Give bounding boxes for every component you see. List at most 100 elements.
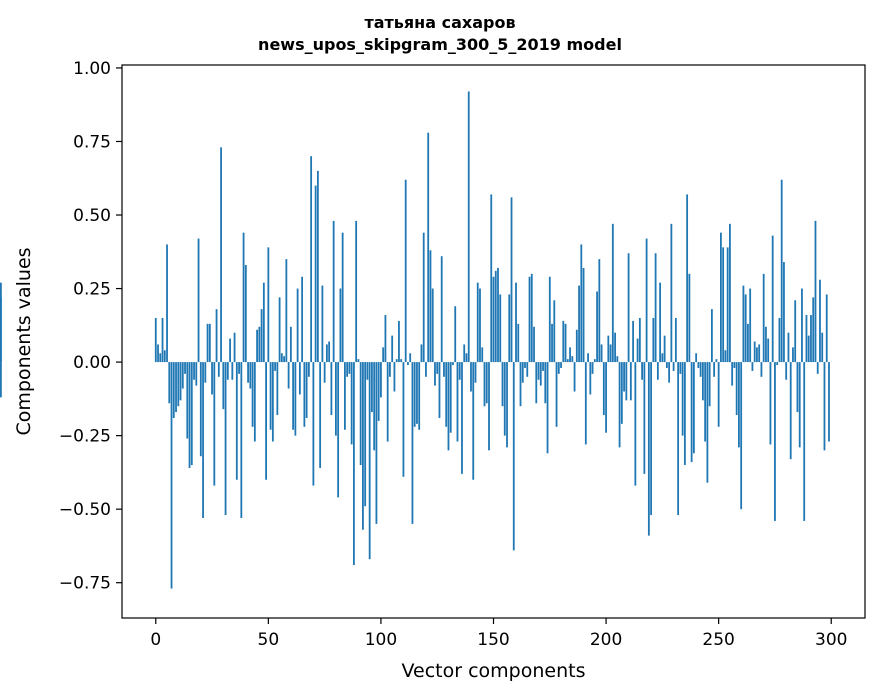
bar bbox=[560, 362, 562, 368]
bar bbox=[807, 335, 810, 363]
bar bbox=[350, 362, 353, 445]
bar bbox=[774, 362, 776, 521]
y-tick-label: 0.75 bbox=[73, 132, 111, 152]
bar bbox=[593, 359, 596, 363]
bar bbox=[717, 362, 720, 427]
bar bbox=[359, 362, 362, 466]
bar bbox=[267, 247, 270, 363]
x-tick-label: 150 bbox=[477, 630, 509, 650]
bar bbox=[620, 362, 623, 424]
bar bbox=[154, 317, 157, 363]
bar bbox=[454, 306, 457, 363]
bar bbox=[465, 353, 468, 363]
bar bbox=[564, 323, 567, 363]
bar bbox=[679, 362, 682, 374]
bar bbox=[231, 362, 234, 380]
bar bbox=[429, 250, 432, 363]
bar bbox=[803, 362, 806, 521]
bar bbox=[614, 332, 616, 363]
bar bbox=[578, 285, 580, 363]
bar bbox=[611, 223, 614, 363]
bar bbox=[213, 362, 216, 486]
bar bbox=[724, 350, 727, 363]
bar bbox=[584, 362, 587, 445]
bar bbox=[508, 294, 511, 363]
bar bbox=[407, 362, 409, 366]
chart-title-line-2: news_upos_skipgram_300_5_2019 model bbox=[258, 35, 622, 54]
bar bbox=[422, 232, 425, 363]
bar bbox=[449, 362, 452, 433]
bar bbox=[636, 338, 639, 363]
bar bbox=[289, 326, 292, 363]
bar bbox=[589, 362, 592, 395]
bar bbox=[733, 362, 736, 368]
bar bbox=[355, 220, 358, 363]
bar bbox=[215, 309, 218, 363]
bar bbox=[819, 279, 821, 363]
bar bbox=[377, 362, 380, 421]
bar bbox=[533, 326, 535, 363]
bar bbox=[749, 288, 752, 363]
bar bbox=[765, 326, 767, 363]
bar bbox=[296, 288, 299, 363]
bar bbox=[202, 362, 204, 518]
bar bbox=[600, 344, 603, 363]
bar bbox=[371, 362, 373, 413]
bar bbox=[542, 362, 544, 371]
bar bbox=[256, 329, 258, 363]
bar bbox=[440, 256, 443, 363]
bar bbox=[456, 362, 459, 442]
bar bbox=[656, 362, 659, 380]
bar bbox=[188, 362, 191, 468]
bar bbox=[722, 247, 725, 363]
bar bbox=[625, 362, 628, 401]
bar bbox=[778, 317, 781, 363]
y-tick-label: 1.00 bbox=[73, 59, 111, 79]
bar bbox=[463, 344, 466, 363]
bar bbox=[233, 332, 236, 363]
bars-layer bbox=[0, 91, 830, 589]
bar bbox=[447, 362, 450, 451]
bar bbox=[280, 353, 283, 363]
bar bbox=[665, 362, 668, 368]
bar bbox=[524, 362, 526, 368]
bar bbox=[515, 282, 517, 363]
bar bbox=[794, 300, 797, 363]
bar bbox=[404, 179, 407, 363]
bar bbox=[816, 362, 819, 374]
bar bbox=[814, 220, 817, 363]
bar bbox=[715, 359, 718, 363]
bar bbox=[742, 285, 745, 363]
bar bbox=[785, 362, 788, 380]
y-tick-label: −0.50 bbox=[59, 500, 111, 520]
bar bbox=[161, 317, 164, 363]
bar bbox=[292, 362, 295, 430]
bar bbox=[663, 335, 666, 363]
bar bbox=[458, 362, 461, 380]
bar bbox=[670, 223, 673, 363]
bar bbox=[643, 362, 646, 474]
bar bbox=[690, 362, 693, 463]
x-tick-label: 50 bbox=[258, 630, 280, 650]
bar bbox=[323, 362, 326, 383]
bar bbox=[654, 253, 657, 363]
bar bbox=[310, 156, 313, 363]
bar bbox=[776, 362, 779, 366]
bar bbox=[503, 362, 506, 436]
bar bbox=[467, 91, 470, 363]
y-tick-label: 0.00 bbox=[73, 353, 111, 373]
bar bbox=[812, 297, 815, 363]
bar bbox=[710, 309, 713, 363]
bar bbox=[175, 362, 177, 413]
bar bbox=[555, 362, 558, 427]
bar bbox=[276, 362, 279, 416]
bar bbox=[530, 273, 533, 363]
bar bbox=[170, 362, 173, 589]
bar bbox=[512, 362, 515, 551]
bar bbox=[479, 288, 481, 363]
bar bbox=[598, 259, 601, 363]
bar bbox=[334, 362, 337, 436]
bar bbox=[330, 362, 333, 416]
bar bbox=[321, 285, 324, 363]
